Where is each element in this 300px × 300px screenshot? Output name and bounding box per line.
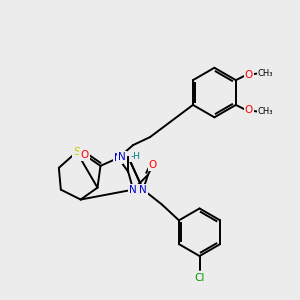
Text: O: O [244, 70, 253, 80]
Text: O: O [80, 150, 89, 160]
Text: N: N [129, 184, 137, 195]
Text: CH₃: CH₃ [258, 69, 273, 78]
Text: N: N [118, 152, 126, 162]
Text: N: N [139, 184, 147, 195]
Text: O: O [244, 105, 253, 115]
Text: Cl: Cl [194, 273, 205, 283]
Text: O: O [149, 160, 157, 170]
Text: CH₃: CH₃ [258, 107, 273, 116]
Text: S: S [73, 147, 80, 157]
Text: -H: -H [130, 152, 140, 161]
Text: N: N [114, 153, 122, 163]
